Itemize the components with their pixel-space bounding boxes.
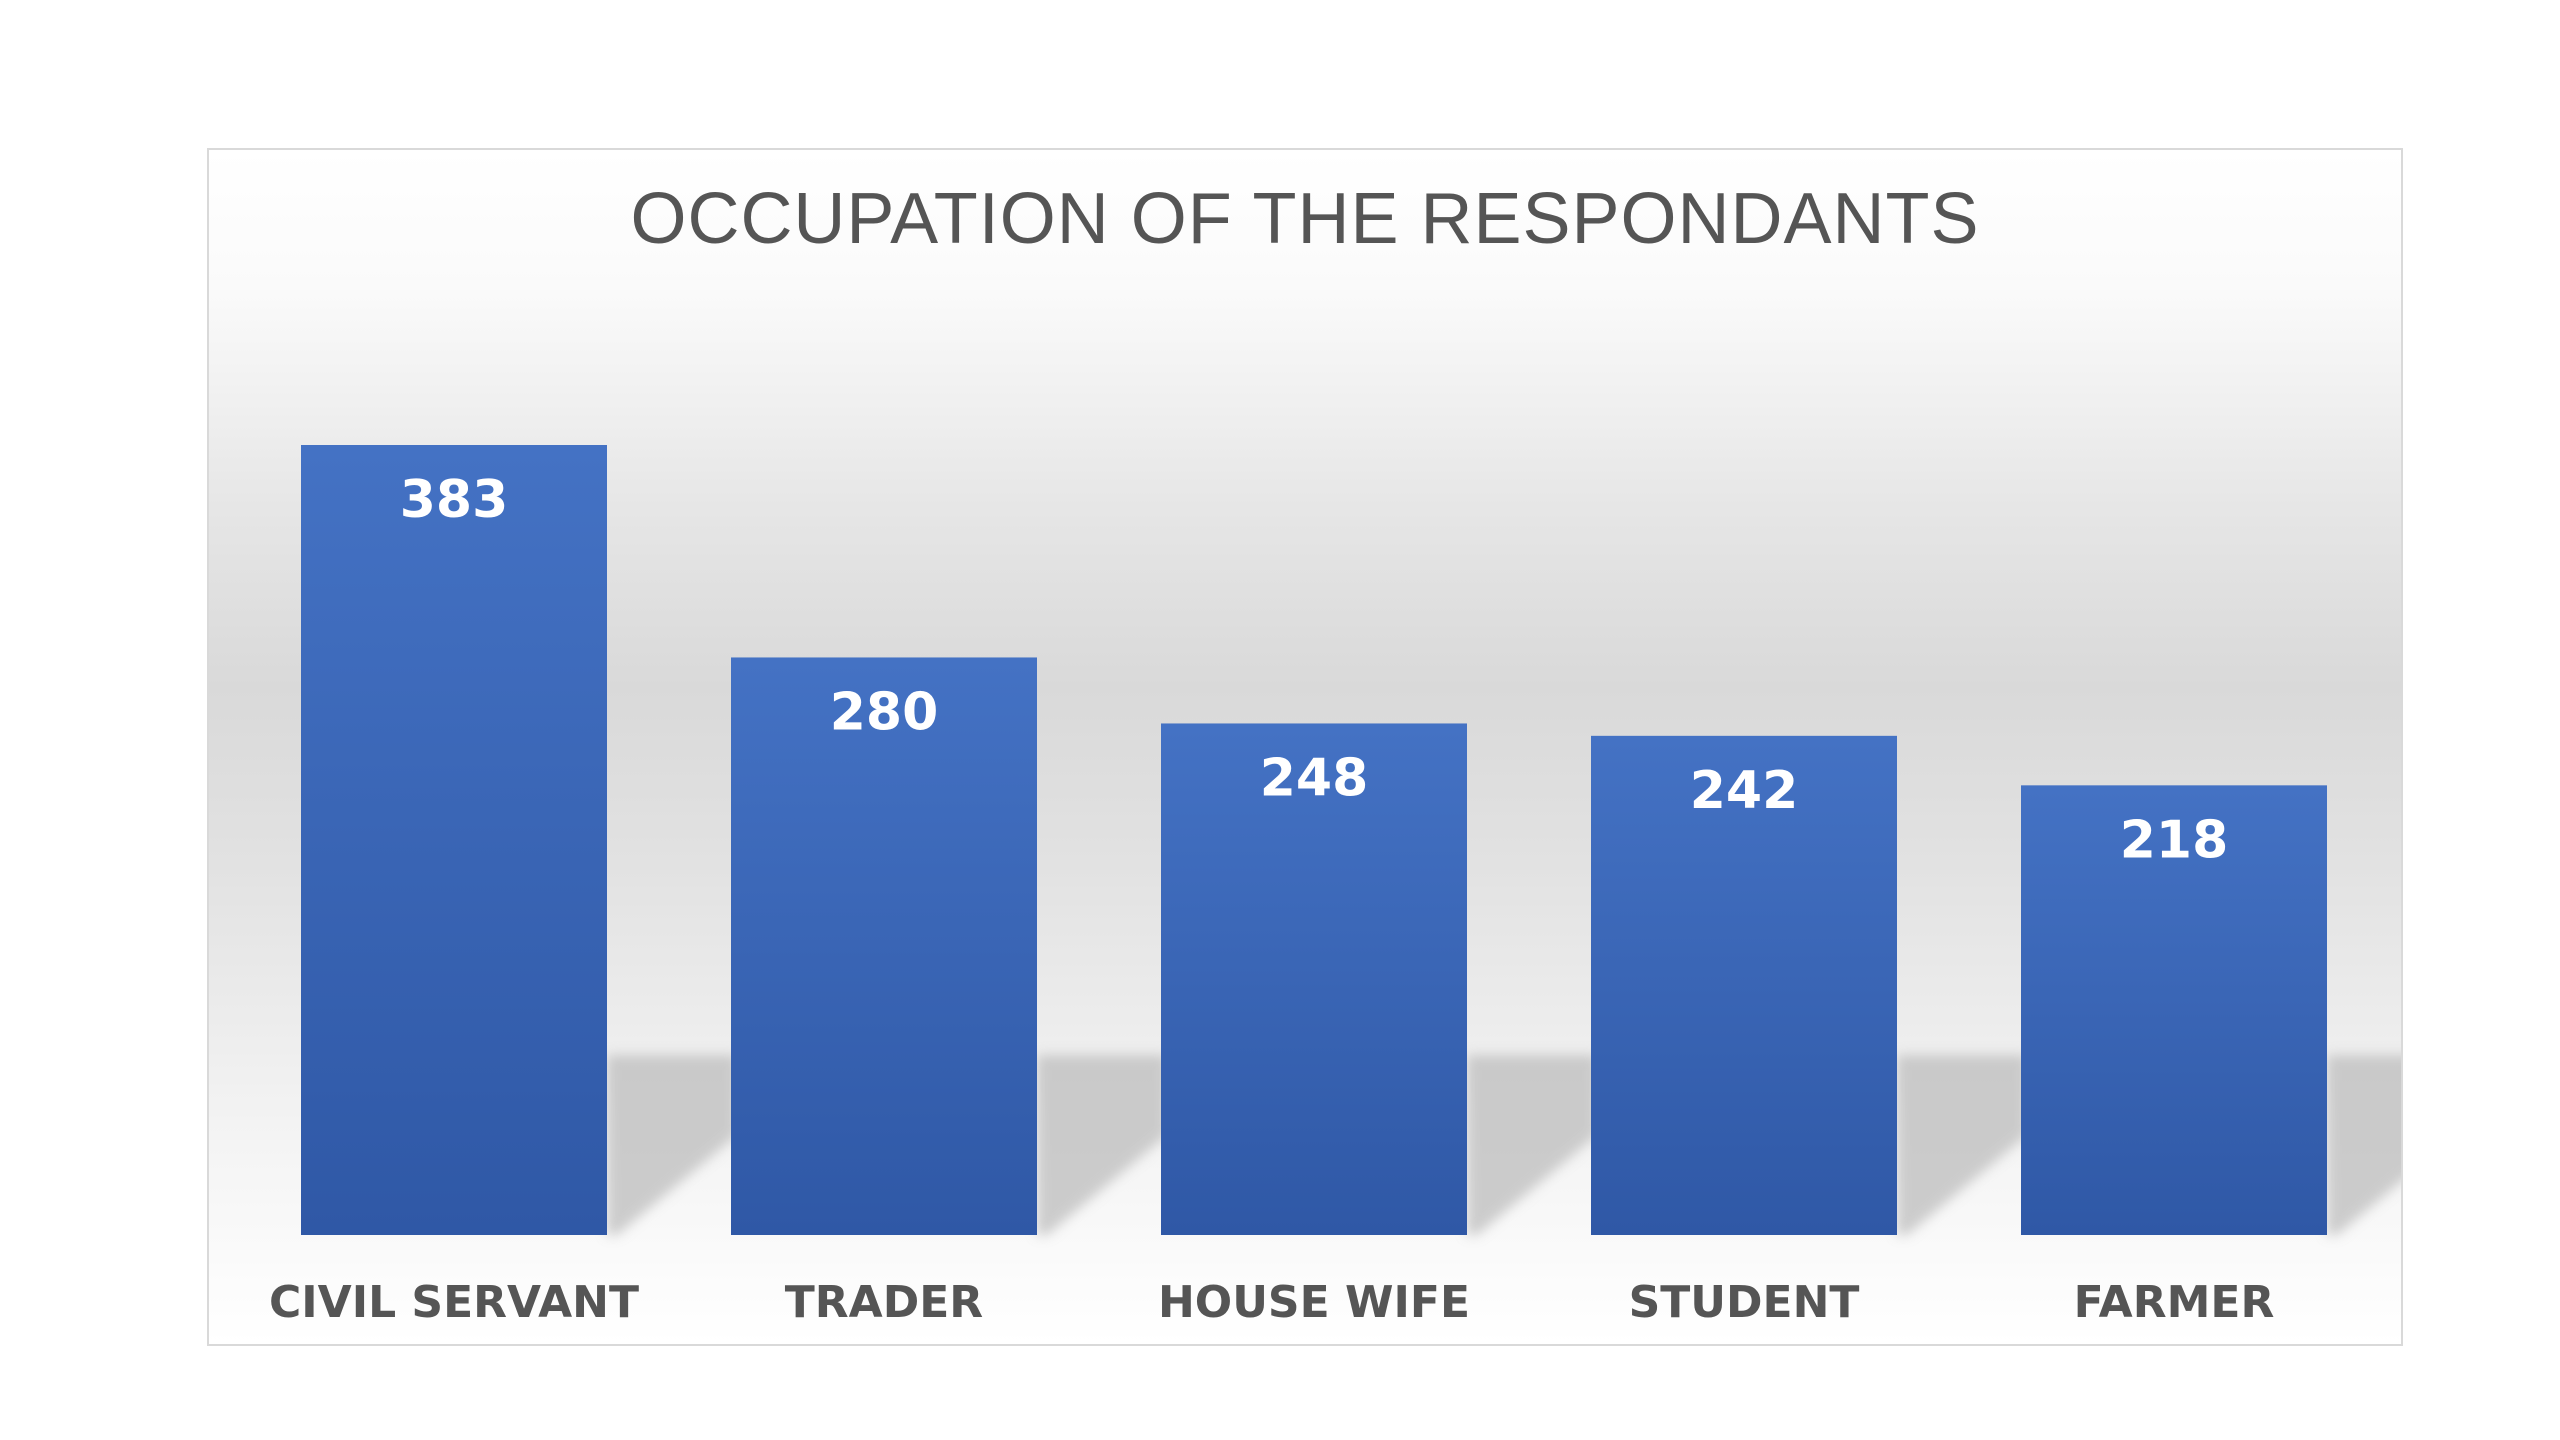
bar-shadow: [607, 1055, 737, 1235]
category-label: CIVIL SERVANT: [269, 1277, 639, 1328]
category-label: FARMER: [2074, 1277, 2275, 1328]
value-labels: 383 280 248 242 218: [400, 470, 2229, 870]
bar-shadow: [1467, 1055, 1597, 1235]
category-label: STUDENT: [1629, 1277, 1860, 1328]
bar-shadow: [1897, 1055, 2027, 1235]
chart-frame: OCCUPATION OF THE RESPONDANTS 383 280 248 2…: [207, 148, 2403, 1346]
category-labels: CIVIL SERVANT TRADER HOUSE WIFE STUDENT FARM…: [269, 1277, 2274, 1328]
value-label: 248: [1260, 748, 1369, 808]
value-label: 242: [1690, 761, 1799, 821]
bar-student: [1591, 735, 1897, 1235]
value-label: 280: [830, 682, 939, 742]
bar-shadow: [2327, 1055, 2401, 1235]
value-label: 383: [400, 470, 509, 530]
bar-plot: 383 280 248 242 218 CIVIL SERVANT TRADER HOUSE…: [269, 445, 2401, 1328]
bar-civil-servant: [301, 445, 607, 1235]
bar-farmer: [2021, 785, 2327, 1235]
chart-title: OCCUPATION OF THE RESPONDANTS: [630, 179, 1980, 259]
bar-house-wife: [1161, 723, 1467, 1235]
value-label: 218: [2120, 810, 2229, 870]
bar-shadows: [607, 1055, 2401, 1235]
bar-trader: [731, 657, 1037, 1235]
category-label: TRADER: [785, 1277, 983, 1328]
category-label: HOUSE WIFE: [1158, 1277, 1470, 1328]
bar-shadow: [1037, 1055, 1167, 1235]
bars: [301, 445, 2327, 1235]
